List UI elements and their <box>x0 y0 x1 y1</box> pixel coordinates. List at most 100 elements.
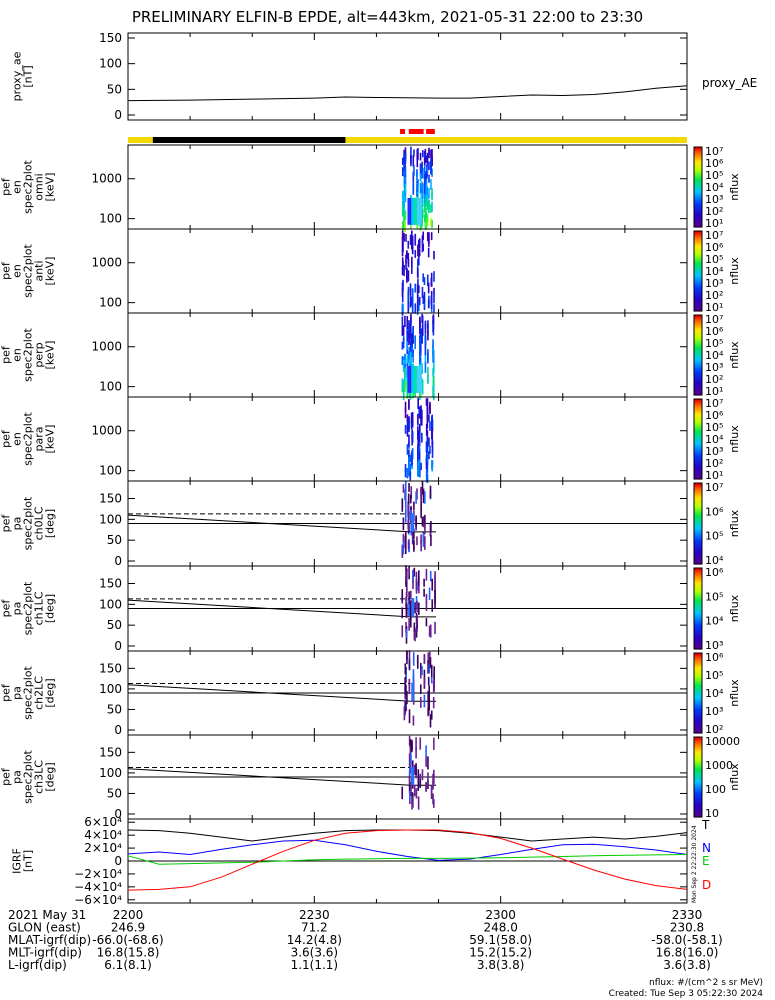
pa-ch3LC-colorbar-cell <box>694 757 702 759</box>
pa-ch1LC-pixel <box>401 625 404 638</box>
pa-ch3LC-colorbar-cell <box>694 782 702 785</box>
pa-ch1LC-colorbar-cell <box>694 570 702 573</box>
pa-ch1LC-colorbar-cell <box>694 608 702 611</box>
pa-ch1LC-ylabel-line: pef <box>0 599 13 618</box>
pa-ch2LC-pixel <box>404 686 407 695</box>
spec2plot-perp-colorbar-cell <box>694 389 702 392</box>
spec2plot-perp-ylabel-line: [keV] <box>44 341 57 370</box>
pa-ch2LC-pixel <box>429 714 432 728</box>
pa-ch0LC-colorbar-cell <box>694 488 702 491</box>
spec2plot-para-colorbar-cell <box>694 469 702 472</box>
pa-ch3LC-pixel <box>432 793 434 805</box>
igrf-ytick-label: 2×10⁴ <box>84 841 122 855</box>
pa-ch3LC-pixel <box>408 753 411 767</box>
spec2plot-omni-pixel <box>410 146 412 159</box>
pa-ch3LC-colorbar-cell <box>694 739 702 742</box>
pa-ch3LC-colorbar-cell <box>694 769 702 771</box>
pa-ch3LC-pixel <box>409 790 411 802</box>
spec2plot-perp-colorbar-cell <box>694 387 702 389</box>
spec2plot-para-colorbar-cell <box>694 424 702 427</box>
pa-ch1LC-colorbar-tick: 10³ <box>705 639 723 652</box>
pa-ch0LC-colorbar-cell <box>694 559 702 562</box>
pa-ch1LC-pixel <box>408 618 410 631</box>
igrf-ytick-label: −2×10⁴ <box>74 867 122 881</box>
spec2plot-para-pixel <box>406 444 409 455</box>
spec2plot-anti-pixel <box>411 235 414 246</box>
spec2plot-para-colorbar-cell <box>694 449 702 452</box>
spec2plot-perp-colorbar-cell <box>694 315 702 317</box>
spec2plot-anti-colorbar-tick: 10⁶ <box>705 241 724 254</box>
spec2plot-omni-pixel <box>416 221 419 229</box>
igrf-ytick-label: 6×10⁴ <box>84 815 122 829</box>
pa-ch2LC-pixel <box>421 665 423 676</box>
spec2plot-anti-pixel <box>407 240 410 249</box>
pa-ch3LC-pixel <box>430 784 433 798</box>
pa-ch2LC-colorbar-cell <box>694 717 702 719</box>
pa-ch2LC-colorbar-cell <box>694 709 702 711</box>
spec2plot-para-pixel <box>406 414 409 422</box>
pa-ch3LC-pixel <box>401 786 404 800</box>
pa-ch1LC-pixel <box>414 602 416 614</box>
pa-ch1LC-colorbar-cell <box>694 616 702 619</box>
pa-ch0LC-colorbar-cell <box>694 523 702 526</box>
spec2plot-para-pixel <box>431 429 434 440</box>
spec2plot-omni-colorbar-cell <box>694 219 702 221</box>
state-bar-yellow <box>128 137 687 143</box>
spec2plot-perp-pixel <box>432 388 435 401</box>
pa-ch0LC-colorbar-cell <box>694 495 702 498</box>
pa-ch3LC-colorbar-label: nflux <box>728 763 741 791</box>
pa-ch3LC-ytick-label: 150 <box>99 745 122 759</box>
spec2plot-perp-colorbar-cell <box>694 341 702 344</box>
spec2plot-perp-colorbar-cell <box>694 391 702 393</box>
spec2plot-omni-core <box>416 197 422 225</box>
pa-ch3LC-pixel <box>425 756 427 767</box>
pa-ch0LC-colorbar-cell <box>694 547 702 550</box>
pa-ch2LC-colorbar-tick: 10² <box>705 723 723 736</box>
spec2plot-omni-pixel <box>431 219 433 228</box>
state-bar-red <box>408 129 424 134</box>
spec2plot-omni-colorbar-cell <box>694 147 702 149</box>
spec2plot-perp-colorbar-cell <box>694 384 702 387</box>
pa-ch2LC-pixel <box>428 663 431 674</box>
pa-ch3LC-colorbar-cell <box>694 758 702 761</box>
spec2plot-para-pixel <box>418 432 421 441</box>
pa-ch3LC-colorbar-cell <box>694 807 702 810</box>
spec2plot-omni-pixel <box>403 214 406 226</box>
spec2plot-omni-colorbar-cell <box>694 151 702 153</box>
pa-ch2LC-pixel <box>433 666 435 680</box>
spec2plot-anti-colorbar-cell <box>694 252 702 255</box>
pa-ch3LC-colorbar-cell <box>694 809 702 811</box>
pa-ch2LC-pixel <box>408 650 411 661</box>
pa-ch2LC-colorbar-cell <box>694 667 702 670</box>
pa-ch1LC-ytick-label: 100 <box>99 597 122 611</box>
proxy-ae-ytick-label: 0 <box>114 108 122 122</box>
pa-ch1LC-pixel <box>434 621 436 634</box>
spec2plot-omni-pixel <box>425 207 427 215</box>
pa-ch2LC-ylabel-line: ch2LC <box>33 676 46 710</box>
footer-row-value: 2300 <box>485 908 516 922</box>
pa-ch3LC-colorbar-cell <box>694 786 702 789</box>
spec2plot-anti-colorbar-cell <box>694 264 702 267</box>
spec2plot-perp-colorbar-tick: 10² <box>705 373 723 386</box>
pa-ch0LC-pixel <box>420 508 422 519</box>
pa-ch1LC-colorbar-cell <box>694 573 702 576</box>
spec2plot-omni-colorbar-cell <box>694 201 702 204</box>
spec2plot-perp-pixel <box>404 315 406 327</box>
pa-ch2LC-ylabel-line: pa <box>11 686 24 700</box>
spec2plot-perp-pixel <box>419 352 422 364</box>
spec2plot-para-ylabel-line: para <box>33 427 46 452</box>
spec2plot-para-ylabel-line: spec2plot <box>22 412 35 466</box>
spec2plot-para-colorbar-cell <box>694 403 702 405</box>
pa-ch0LC-colorbar-cell <box>694 534 702 537</box>
spec2plot-para-ytick-label: 1000 <box>91 424 122 438</box>
spec2plot-perp-pixel <box>406 331 409 340</box>
spec2plot-para-ylabel: elbpefenspec2plotpara[keV] <box>0 412 57 466</box>
pa-ch1LC-colorbar-cell <box>694 632 702 635</box>
pa-ch2LC-colorbar-cell <box>694 678 702 681</box>
pa-ch3LC-colorbar-cell <box>694 779 702 782</box>
spec2plot-perp-pixel <box>432 316 434 324</box>
spec2plot-perp-colorbar-cell <box>694 328 702 331</box>
igrf-ylabel-line: [nT] <box>22 850 35 872</box>
spec2plot-anti-colorbar-cell <box>694 259 702 261</box>
pa-ch2LC-colorbar-cell <box>694 703 702 706</box>
